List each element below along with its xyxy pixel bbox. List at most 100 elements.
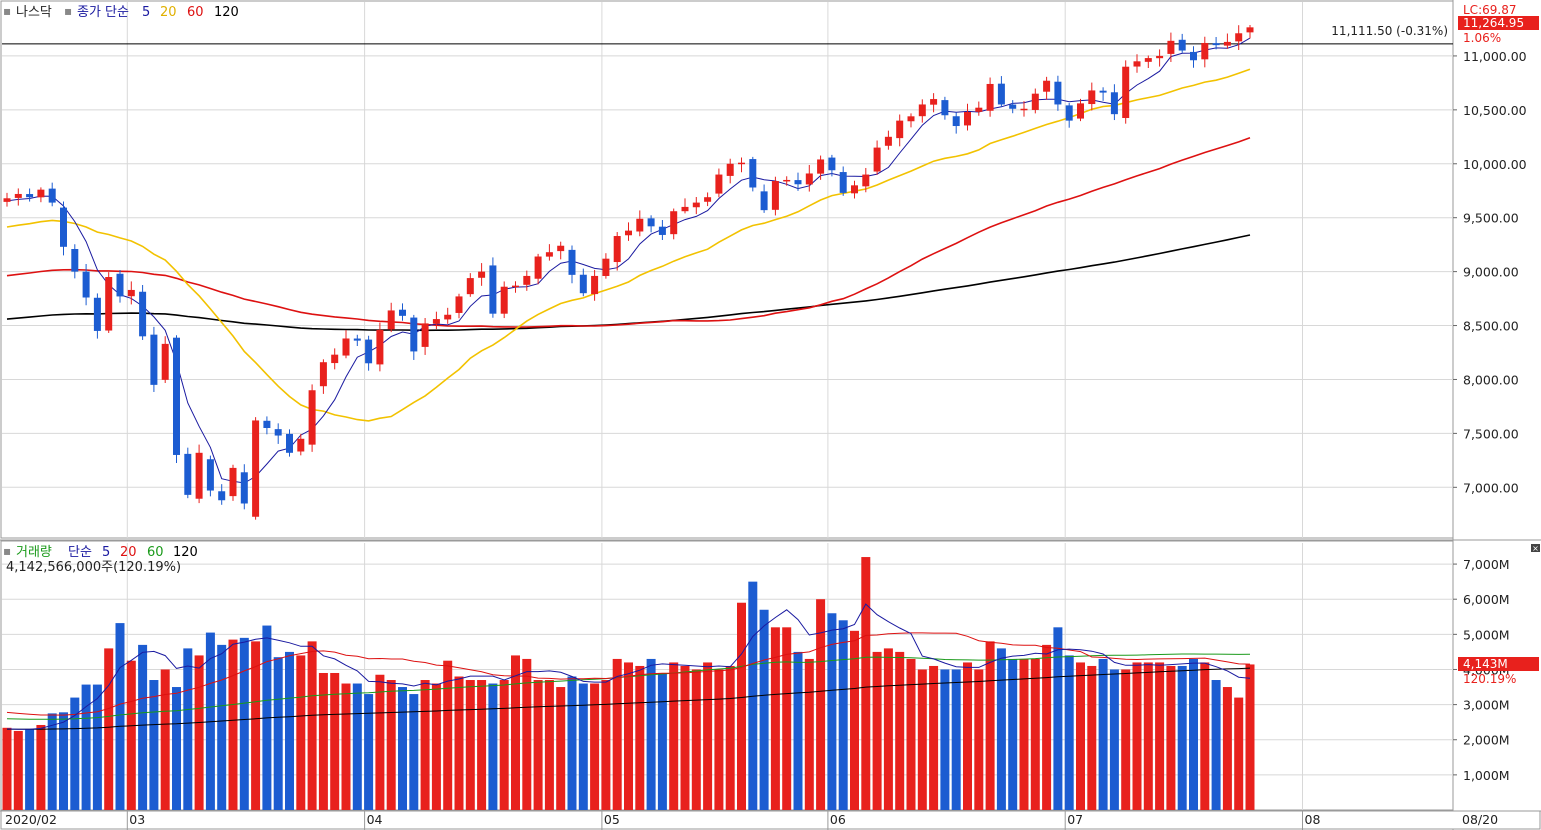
candle[interactable] xyxy=(681,198,689,214)
candle[interactable] xyxy=(105,272,113,333)
candle[interactable] xyxy=(274,423,282,444)
candle[interactable] xyxy=(986,77,994,117)
candle[interactable] xyxy=(805,164,813,192)
candle[interactable] xyxy=(399,303,406,321)
candle[interactable] xyxy=(975,101,983,116)
candle[interactable] xyxy=(229,464,237,501)
candle[interactable] xyxy=(851,180,858,199)
price-plot[interactable] xyxy=(2,24,1453,520)
candle[interactable] xyxy=(432,311,440,330)
candle[interactable] xyxy=(1167,32,1175,62)
candle[interactable] xyxy=(964,103,971,131)
candle[interactable] xyxy=(26,188,34,202)
candle[interactable] xyxy=(37,187,45,203)
candle[interactable] xyxy=(839,166,847,196)
candle[interactable] xyxy=(760,184,768,213)
candle[interactable] xyxy=(1212,37,1220,50)
candle[interactable] xyxy=(489,257,497,318)
candle[interactable] xyxy=(240,464,248,510)
candle[interactable] xyxy=(568,245,576,284)
candle[interactable] xyxy=(625,222,632,241)
candle[interactable] xyxy=(658,219,666,241)
candle[interactable] xyxy=(308,384,316,452)
candle[interactable] xyxy=(817,155,825,180)
candle[interactable] xyxy=(1156,49,1164,67)
candle[interactable] xyxy=(704,192,712,207)
candle[interactable] xyxy=(195,444,203,504)
candle[interactable] xyxy=(1190,46,1197,68)
candle[interactable] xyxy=(1235,25,1243,50)
candle[interactable] xyxy=(500,281,508,319)
candle[interactable] xyxy=(1099,87,1107,101)
candle[interactable] xyxy=(1178,33,1186,53)
candle[interactable] xyxy=(173,335,180,464)
candle[interactable] xyxy=(602,253,610,279)
candle[interactable] xyxy=(116,270,124,303)
candle[interactable] xyxy=(410,314,418,360)
candle[interactable] xyxy=(1122,60,1130,124)
candle[interactable] xyxy=(206,455,214,497)
candle[interactable] xyxy=(749,156,757,192)
candle[interactable] xyxy=(48,182,56,207)
candle[interactable] xyxy=(591,269,599,301)
candle[interactable] xyxy=(794,172,802,191)
candle[interactable] xyxy=(161,336,169,384)
candle[interactable] xyxy=(376,322,384,372)
candle[interactable] xyxy=(1009,100,1017,114)
candle[interactable] xyxy=(387,302,395,333)
candle[interactable] xyxy=(534,253,542,285)
candle[interactable] xyxy=(478,263,486,286)
candle[interactable] xyxy=(1223,33,1231,49)
candle[interactable] xyxy=(150,326,158,392)
candle[interactable] xyxy=(862,167,870,193)
candle[interactable] xyxy=(907,113,915,128)
candle[interactable] xyxy=(252,417,260,520)
candle[interactable] xyxy=(421,318,429,355)
candle[interactable] xyxy=(557,241,565,260)
candle[interactable] xyxy=(952,112,960,134)
candle[interactable] xyxy=(218,484,226,505)
candle[interactable] xyxy=(896,114,904,147)
volume-plot[interactable] xyxy=(2,557,1255,810)
candle[interactable] xyxy=(331,348,339,370)
candle[interactable] xyxy=(444,307,452,324)
candle[interactable] xyxy=(342,330,350,359)
candle[interactable] xyxy=(636,210,644,237)
candle[interactable] xyxy=(319,359,327,394)
candle[interactable] xyxy=(579,268,587,297)
candle[interactable] xyxy=(82,264,90,306)
candle[interactable] xyxy=(997,76,1005,107)
candle[interactable] xyxy=(139,285,147,340)
candle[interactable] xyxy=(647,215,655,233)
candle[interactable] xyxy=(365,335,373,371)
candle[interactable] xyxy=(263,416,271,435)
candle[interactable] xyxy=(1031,88,1039,114)
candle[interactable] xyxy=(1144,55,1152,69)
candle[interactable] xyxy=(523,270,531,291)
candle[interactable] xyxy=(670,208,678,240)
candle[interactable] xyxy=(14,188,22,206)
panel-close-icon[interactable]: × xyxy=(1531,544,1540,553)
candle[interactable] xyxy=(1088,82,1096,111)
candle[interactable] xyxy=(1246,24,1254,39)
candle[interactable] xyxy=(873,140,881,175)
candle[interactable] xyxy=(692,196,700,215)
candle[interactable] xyxy=(60,201,67,256)
candle[interactable] xyxy=(884,130,892,150)
candle[interactable] xyxy=(1065,102,1073,128)
candle[interactable] xyxy=(1133,54,1141,73)
candle[interactable] xyxy=(918,99,926,123)
candle[interactable] xyxy=(545,244,553,261)
candle[interactable] xyxy=(353,334,361,347)
candle[interactable] xyxy=(715,168,723,198)
candle[interactable] xyxy=(455,293,463,319)
candle[interactable] xyxy=(286,429,293,457)
candle[interactable] xyxy=(783,176,791,186)
candle[interactable] xyxy=(726,158,734,184)
candle[interactable] xyxy=(93,293,101,339)
candle[interactable] xyxy=(127,281,135,305)
candle[interactable] xyxy=(1054,75,1062,111)
candle[interactable] xyxy=(1201,36,1209,68)
candle[interactable] xyxy=(930,93,938,113)
candle[interactable] xyxy=(738,157,745,173)
